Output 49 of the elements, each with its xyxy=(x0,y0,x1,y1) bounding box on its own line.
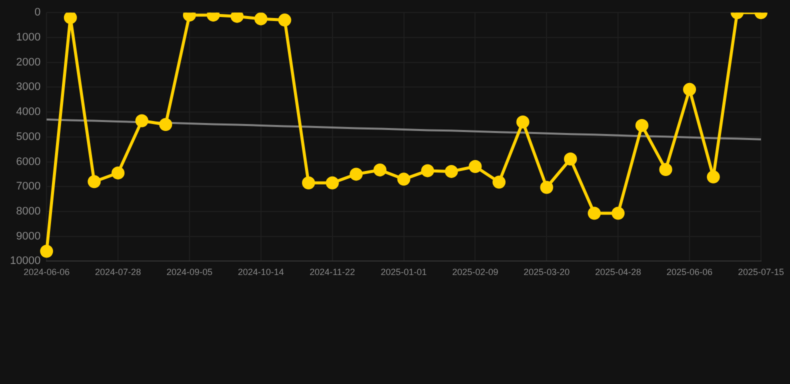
y-tick-label: 3000 xyxy=(16,81,41,94)
point xyxy=(326,176,339,190)
point xyxy=(159,118,172,131)
x-tick-label: 2024-11-22 xyxy=(310,267,356,278)
point xyxy=(64,12,77,24)
x-tick-label: 2025-07-15 xyxy=(738,267,784,278)
x-tick-label: 2024-07-28 xyxy=(95,267,142,278)
y-tick-label: 0 xyxy=(34,6,41,19)
y-tick-label: 5000 xyxy=(16,130,41,143)
x-tick-label: 2024-06-06 xyxy=(24,267,70,278)
point xyxy=(40,244,54,258)
point xyxy=(444,164,458,178)
x-tick-label: 2025-04-28 xyxy=(595,267,642,278)
x-tick-label: 2025-01-01 xyxy=(380,267,427,278)
point xyxy=(659,162,672,176)
x-tick-label: 2025-06-06 xyxy=(666,267,713,278)
point xyxy=(468,160,482,173)
point xyxy=(706,170,720,184)
point xyxy=(683,82,696,96)
y-tick-label: 2000 xyxy=(16,56,41,68)
point xyxy=(635,118,648,132)
y-tick-label: 4000 xyxy=(16,106,41,118)
x-tick-label: 2024-09-05 xyxy=(166,267,212,278)
point xyxy=(397,172,410,186)
point xyxy=(135,114,148,128)
y-tick-label: 10000 xyxy=(10,255,41,268)
point xyxy=(564,152,577,166)
point xyxy=(302,176,316,190)
point xyxy=(421,164,434,178)
point xyxy=(88,175,101,188)
x-tick-label: 2025-02-09 xyxy=(452,267,498,278)
y-tick-label: 9000 xyxy=(16,230,41,242)
x-tick-label: 2024-10-14 xyxy=(238,267,284,278)
point xyxy=(112,166,125,180)
y-tick-label: 7000 xyxy=(16,180,41,193)
point xyxy=(588,206,601,220)
y-tick-label: 1000 xyxy=(16,31,41,44)
point xyxy=(373,163,386,176)
point xyxy=(254,12,268,26)
point xyxy=(350,168,363,181)
point xyxy=(540,180,554,194)
y-tick-label: 6000 xyxy=(16,156,41,168)
point xyxy=(230,12,244,23)
point xyxy=(278,14,292,27)
y-tick-label: 8000 xyxy=(16,206,41,218)
point xyxy=(492,176,506,189)
point xyxy=(612,206,625,220)
x-tick-label: 2025-03-20 xyxy=(524,267,570,278)
point xyxy=(516,115,530,128)
